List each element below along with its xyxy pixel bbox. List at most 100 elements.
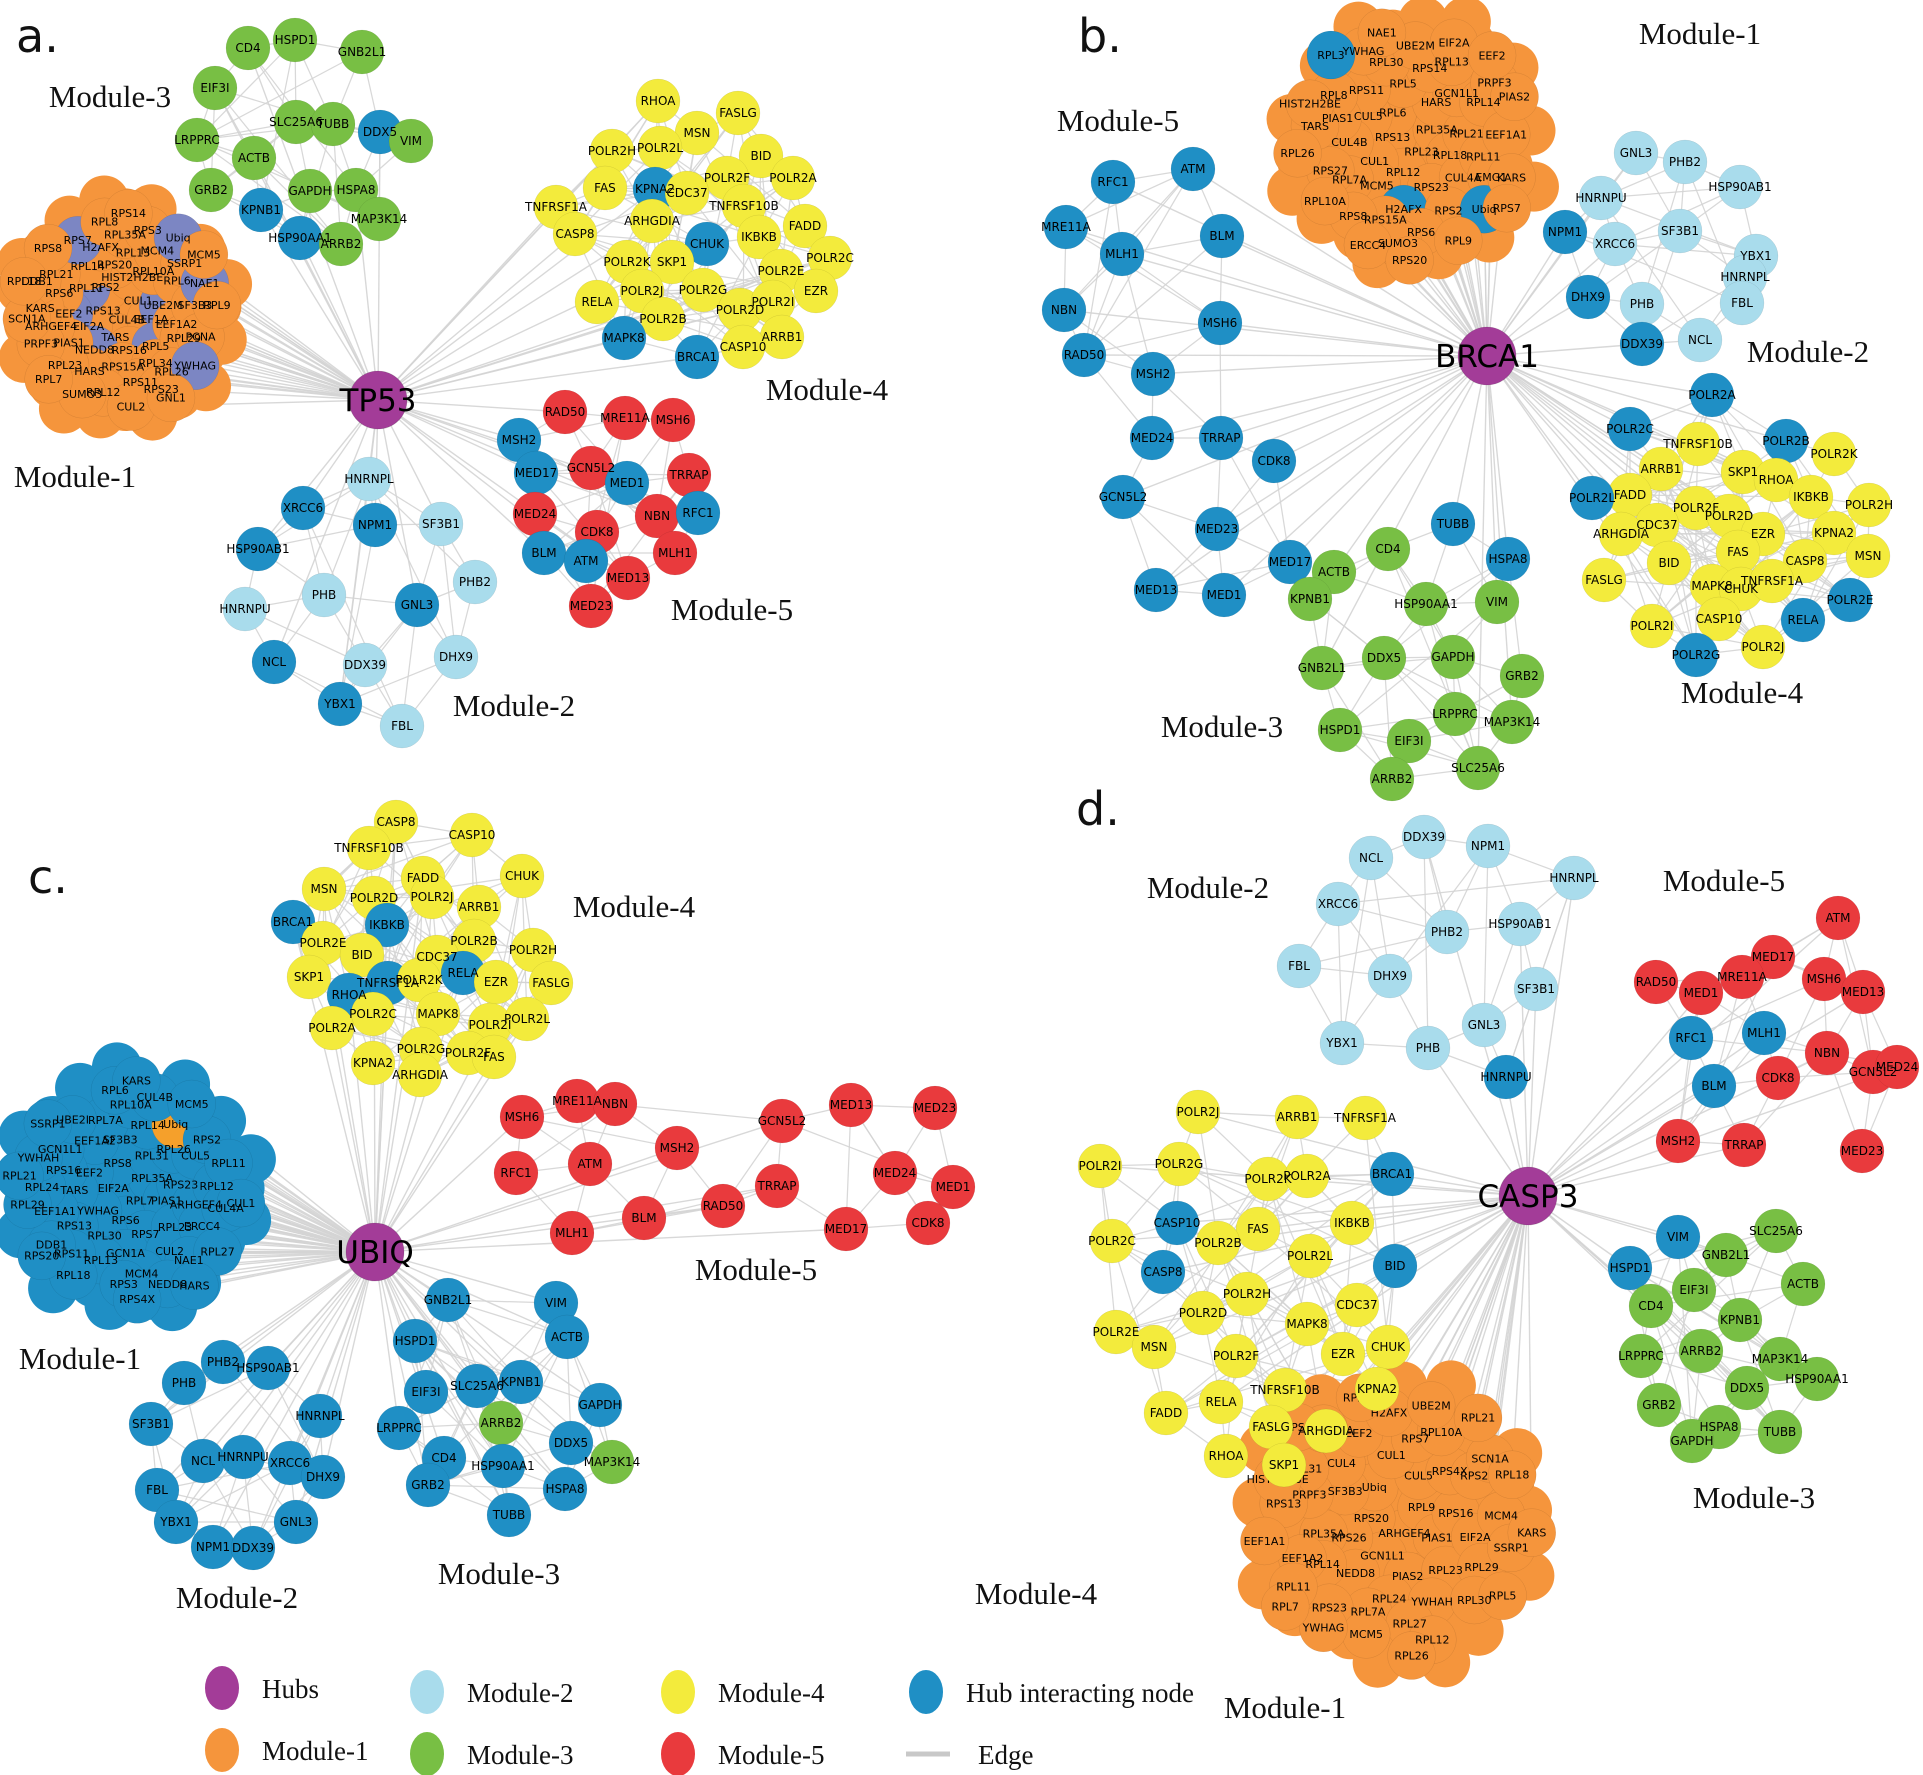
node-MLH1[interactable]: [1099, 231, 1145, 277]
hub-node-UBIQ[interactable]: [345, 1222, 405, 1282]
node-MED23[interactable]: [1194, 506, 1240, 552]
node-IKBKB[interactable]: [736, 214, 782, 260]
node-GNL3[interactable]: [273, 1499, 319, 1545]
node-RPL3[interactable]: [1306, 30, 1356, 80]
node-FASLG[interactable]: [528, 960, 574, 1006]
node-HSPA8[interactable]: [542, 1466, 588, 1512]
node-POLR2E[interactable]: [1827, 577, 1873, 623]
node-ARHGDIA[interactable]: [629, 198, 675, 244]
node-HNRNPU[interactable]: [1578, 175, 1624, 221]
node-MAP3K14[interactable]: [589, 1439, 635, 1485]
node-RELA[interactable]: [1780, 597, 1826, 643]
node-GCN5L2[interactable]: [759, 1098, 805, 1144]
node-MCM5[interactable]: [167, 1079, 216, 1129]
node-DDX5[interactable]: [548, 1420, 594, 1466]
node-TRRAP[interactable]: [754, 1163, 800, 1209]
node-KPNB1[interactable]: [1287, 576, 1333, 622]
node-MED1[interactable]: [1201, 572, 1247, 618]
node-LRPPRC[interactable]: [174, 117, 220, 163]
node-POLR2J[interactable]: [409, 874, 455, 920]
node-MSH2[interactable]: [1130, 351, 1176, 397]
node-DHX9[interactable]: [1565, 274, 1611, 320]
node-FAS[interactable]: [471, 1034, 517, 1080]
node-BID[interactable]: [738, 133, 784, 179]
node-CDK8[interactable]: [905, 1200, 951, 1246]
node-HNRNPL[interactable]: [297, 1393, 343, 1439]
node-RPL26[interactable]: [1273, 129, 1322, 178]
node-RPL27[interactable]: [193, 1227, 242, 1276]
node-ACTB[interactable]: [231, 135, 277, 181]
node-POLR2H[interactable]: [1846, 482, 1892, 528]
node-HSPD1[interactable]: [272, 17, 318, 63]
node-YBX1[interactable]: [317, 681, 363, 727]
node-MAP3K14[interactable]: [1489, 699, 1535, 745]
node-BLM[interactable]: [621, 1195, 667, 1241]
hub-node-BRCA1[interactable]: [1457, 326, 1517, 386]
node-RPS7[interactable]: [1482, 183, 1532, 233]
node-HSP90AA1[interactable]: [480, 1443, 526, 1489]
node-SF3B1[interactable]: [128, 1401, 174, 1447]
node-EEF2[interactable]: [1467, 31, 1517, 80]
node-SLC25A6[interactable]: [454, 1363, 500, 1409]
node-GRB2[interactable]: [1499, 653, 1545, 699]
node-ATM[interactable]: [1170, 146, 1216, 192]
node-MRE11A[interactable]: [1043, 204, 1089, 250]
node-POLR2L[interactable]: [1569, 475, 1615, 521]
node-GNB2L1[interactable]: [339, 29, 385, 75]
node-DDX39[interactable]: [230, 1525, 276, 1571]
node-HSP90AB1[interactable]: [245, 1345, 291, 1391]
node-GNL1[interactable]: [146, 373, 196, 423]
node-MAP3K14[interactable]: [356, 196, 402, 242]
node-MLH1[interactable]: [549, 1210, 595, 1256]
node-PHB2[interactable]: [1662, 139, 1708, 185]
node-NBN[interactable]: [592, 1081, 638, 1127]
node-MED24[interactable]: [872, 1150, 918, 1196]
node-EIF3I[interactable]: [403, 1369, 449, 1415]
node-MED1[interactable]: [604, 460, 650, 506]
node-LRPPRC[interactable]: [376, 1405, 422, 1451]
node-BLM[interactable]: [1199, 213, 1245, 259]
node-FBL[interactable]: [1719, 280, 1765, 326]
node-CASP10[interactable]: [720, 324, 766, 370]
node-ARRB2[interactable]: [1369, 756, 1415, 802]
node-POLR2G[interactable]: [1673, 632, 1719, 678]
node-MED1[interactable]: [930, 1164, 976, 1210]
node-KARS[interactable]: [112, 1056, 161, 1105]
node-NCL[interactable]: [251, 639, 297, 685]
node-ATM[interactable]: [567, 1141, 613, 1187]
node-HSP90AB1[interactable]: [235, 526, 281, 572]
node-SSRP1[interactable]: [23, 1099, 73, 1148]
node-RPL21[interactable]: [0, 1151, 44, 1201]
node-ACTB[interactable]: [544, 1314, 590, 1360]
node-GRB2[interactable]: [405, 1462, 451, 1508]
node-MSN[interactable]: [301, 866, 347, 912]
node-MSH6[interactable]: [650, 397, 696, 443]
node-DDX5[interactable]: [1361, 635, 1407, 681]
node-BRCA1[interactable]: [674, 334, 720, 380]
node-MED17[interactable]: [1267, 539, 1313, 585]
node-NCL[interactable]: [1677, 317, 1723, 363]
node-GNL3[interactable]: [394, 582, 440, 628]
node-RFC1[interactable]: [1090, 159, 1136, 205]
node-DDX39[interactable]: [1619, 321, 1665, 367]
node-HNRNPU[interactable]: [222, 586, 268, 632]
node-EZR[interactable]: [793, 268, 839, 314]
node-NBN[interactable]: [1041, 287, 1087, 333]
node-MED24[interactable]: [1129, 415, 1175, 461]
node-MED13[interactable]: [828, 1082, 874, 1128]
node-DHX9[interactable]: [433, 634, 479, 680]
node-CUL1[interactable]: [216, 1178, 266, 1228]
node-XRCC6[interactable]: [1592, 221, 1638, 267]
node-RAD50[interactable]: [700, 1183, 746, 1229]
node-HIST2H2BE[interactable]: [1285, 79, 1335, 129]
node-POLR2I[interactable]: [1629, 603, 1675, 649]
node-CASP10[interactable]: [1696, 596, 1742, 642]
node-FADD[interactable]: [782, 203, 828, 249]
node-CASP8[interactable]: [552, 211, 598, 257]
node-ARHGDIA[interactable]: [397, 1052, 443, 1098]
node-GRB2[interactable]: [188, 167, 234, 213]
node-FASLG[interactable]: [1581, 557, 1627, 603]
node-GNL3[interactable]: [1613, 130, 1659, 176]
node-RPS8[interactable]: [23, 223, 73, 273]
node-MCM5[interactable]: [179, 230, 229, 279]
